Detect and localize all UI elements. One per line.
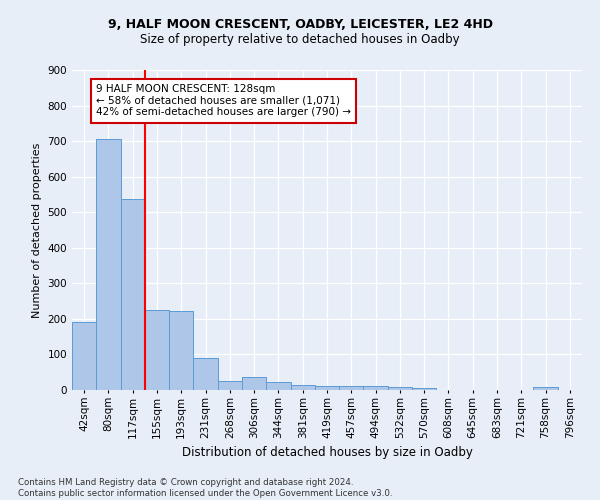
Bar bbox=[533, 387, 558, 390]
Text: 9, HALF MOON CRESCENT, OADBY, LEICESTER, LE2 4HD: 9, HALF MOON CRESCENT, OADBY, LEICESTER,… bbox=[107, 18, 493, 30]
Text: Size of property relative to detached houses in Oadby: Size of property relative to detached ho… bbox=[140, 32, 460, 46]
Y-axis label: Number of detached properties: Number of detached properties bbox=[32, 142, 42, 318]
Bar bbox=[72, 322, 96, 390]
Bar bbox=[364, 386, 388, 390]
Text: 9 HALF MOON CRESCENT: 128sqm
← 58% of detached houses are smaller (1,071)
42% of: 9 HALF MOON CRESCENT: 128sqm ← 58% of de… bbox=[96, 84, 351, 117]
Bar bbox=[388, 387, 412, 390]
Bar bbox=[169, 311, 193, 390]
X-axis label: Distribution of detached houses by size in Oadby: Distribution of detached houses by size … bbox=[182, 446, 472, 459]
Text: Contains HM Land Registry data © Crown copyright and database right 2024.
Contai: Contains HM Land Registry data © Crown c… bbox=[18, 478, 392, 498]
Bar bbox=[145, 310, 169, 390]
Bar bbox=[315, 386, 339, 390]
Bar bbox=[193, 358, 218, 390]
Bar bbox=[218, 381, 242, 390]
Bar bbox=[412, 388, 436, 390]
Bar bbox=[242, 377, 266, 390]
Bar bbox=[96, 139, 121, 390]
Bar bbox=[121, 198, 145, 390]
Bar bbox=[290, 385, 315, 390]
Bar bbox=[339, 386, 364, 390]
Bar bbox=[266, 382, 290, 390]
